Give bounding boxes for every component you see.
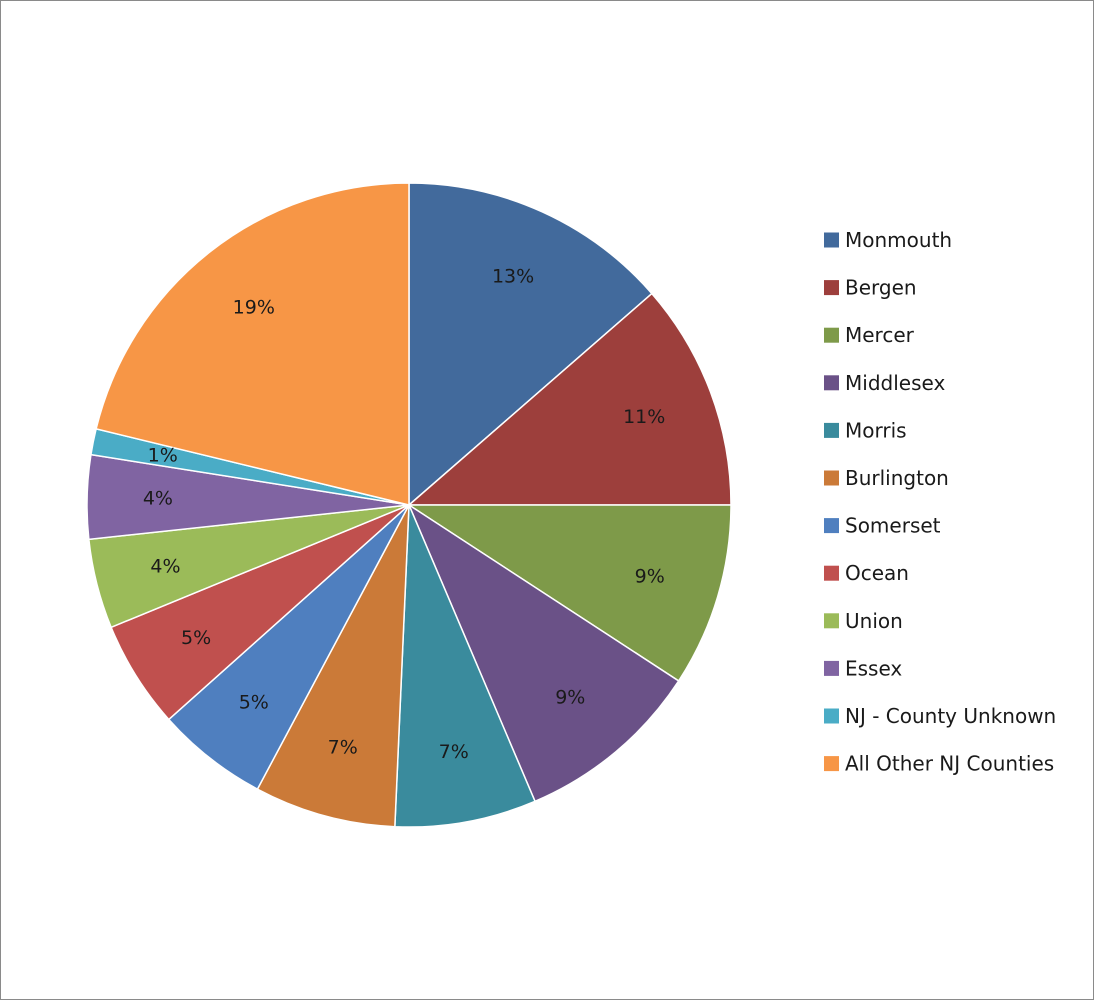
legend-label-mercer: Mercer xyxy=(845,323,915,347)
legend-label-morris: Morris xyxy=(845,418,907,442)
legend-swatch-ocean xyxy=(824,565,839,581)
slice-label-essex: 4% xyxy=(143,488,173,510)
pie-slice-burlington xyxy=(256,504,410,828)
legend-item-nj-county-unknown: NJ - County Unknown xyxy=(824,704,1056,728)
legend-label-essex: Essex xyxy=(845,656,902,680)
legend-item-somerset: Somerset xyxy=(824,514,941,538)
slice-label-burlington: 7% xyxy=(328,736,358,758)
legend-swatch-morris xyxy=(824,422,839,438)
legend-swatch-nj-county-unknown xyxy=(824,708,839,724)
legend-label-all-other-nj-counties: All Other NJ Counties xyxy=(845,752,1054,776)
slice-label-bergen: 11% xyxy=(623,406,665,428)
slice-label-middlesex: 9% xyxy=(555,687,585,709)
pie-slice-monmouth xyxy=(408,182,653,507)
legend-item-monmouth: Monmouth xyxy=(824,228,952,252)
legend-item-bergen: Bergen xyxy=(824,276,917,300)
legend-swatch-monmouth xyxy=(824,232,839,248)
legend-label-burlington: Burlington xyxy=(845,466,949,490)
pie-slice-bergen xyxy=(406,292,732,506)
pie-slice-mercer xyxy=(406,504,732,682)
legend-item-mercer: Mercer xyxy=(824,323,915,347)
slice-label-union: 4% xyxy=(150,556,180,578)
slice-label-mercer: 9% xyxy=(635,566,665,588)
pie-slice-all-other-nj-counties xyxy=(95,182,410,506)
legend-label-nj-county-unknown: NJ - County Unknown xyxy=(845,704,1056,728)
legend-swatch-somerset xyxy=(824,518,839,534)
legend-label-monmouth: Monmouth xyxy=(845,228,952,252)
legend-swatch-bergen xyxy=(824,280,839,296)
legend-label-union: Union xyxy=(845,609,903,633)
legend-item-essex: Essex xyxy=(824,656,902,680)
legend-label-bergen: Bergen xyxy=(845,276,917,300)
legend-swatch-union xyxy=(824,613,839,629)
legend-swatch-middlesex xyxy=(824,375,839,391)
pie-slices xyxy=(86,182,732,828)
legend-item-all-other-nj-counties: All Other NJ Counties xyxy=(824,752,1054,776)
legend-label-ocean: Ocean xyxy=(845,561,909,585)
legend-label-somerset: Somerset xyxy=(845,514,941,538)
legend-swatch-essex xyxy=(824,660,839,676)
legend-swatch-mercer xyxy=(824,327,839,343)
pie-slice-middlesex xyxy=(407,503,680,803)
legend-item-middlesex: Middlesex xyxy=(824,371,945,395)
legend-item-union: Union xyxy=(824,609,903,633)
legend: Monmouth Bergen Mercer Middlesex Morris Burli… xyxy=(824,228,1056,776)
legend-label-middlesex: Middlesex xyxy=(845,371,945,395)
legend-swatch-all-other-nj-counties xyxy=(824,756,839,772)
legend-item-ocean: Ocean xyxy=(824,561,909,585)
slice-label-morris: 7% xyxy=(439,741,469,763)
slice-label-somerset: 5% xyxy=(239,692,269,714)
slice-label-nj-county-unknown: 1% xyxy=(148,445,178,467)
pie-slice-morris xyxy=(394,504,537,828)
legend-item-morris: Morris xyxy=(824,418,907,442)
slice-label-all-other-nj-counties: 19% xyxy=(233,297,275,319)
legend-swatch-burlington xyxy=(824,470,839,486)
slice-label-ocean: 5% xyxy=(181,627,211,649)
legend-item-burlington: Burlington xyxy=(824,466,949,490)
slice-label-monmouth: 13% xyxy=(492,265,534,287)
pie-slice-labels: 13% 11% 9% 9% 7% 7% 5% 5% 4% 4% 1% 19% xyxy=(143,265,665,763)
